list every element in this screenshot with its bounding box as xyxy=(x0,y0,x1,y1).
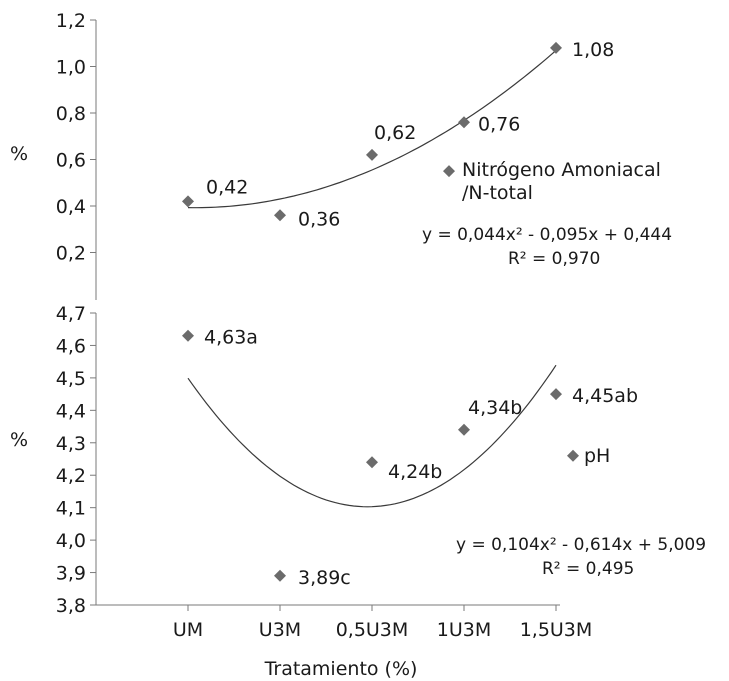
bottom-trend-equation: y = 0,104x² - 0,614x + 5,009 xyxy=(456,535,706,555)
x-category-label: 1U3M xyxy=(437,619,491,641)
bottom-panel: % 3,8 3,9 4,0 4,1 4,2 4,3 4,4 4,5 4,6 4,7 UM U3M 0,… xyxy=(10,303,706,641)
top-y-tick-label: 0,8 xyxy=(56,103,86,125)
bottom-y-tick-label: 4,1 xyxy=(56,498,86,520)
bottom-y-tick-label: 4,4 xyxy=(56,400,86,422)
top-data-label: 0,42 xyxy=(206,176,248,198)
top-data-point xyxy=(550,41,562,54)
bottom-data-label: 4,63a xyxy=(204,327,258,349)
bottom-y-tick-label: 4,7 xyxy=(56,303,86,325)
bottom-y-tick-label: 3,8 xyxy=(56,595,86,617)
bottom-data-point xyxy=(274,569,286,582)
top-y-tick-label: 1,2 xyxy=(56,10,86,32)
bottom-legend-marker xyxy=(567,449,579,462)
top-legend-marker xyxy=(443,165,455,178)
bottom-data-label: 4,34b xyxy=(468,397,522,419)
bottom-y-tick-label: 3,9 xyxy=(56,563,86,585)
x-ticks: UM U3M 0,5U3M 1U3M 1,5U3M xyxy=(173,605,592,641)
top-data-label: 0,36 xyxy=(298,208,340,230)
bottom-data-point xyxy=(182,329,194,342)
bottom-y-tick-label: 4,3 xyxy=(56,433,86,455)
bottom-trendline-group xyxy=(187,364,557,508)
x-category-label: U3M xyxy=(259,619,301,641)
top-data-point xyxy=(366,148,378,161)
top-y-unit-label: % xyxy=(10,143,28,165)
bottom-points: 4,63a 3,89c 4,24b 4,34b 4,45ab xyxy=(182,327,638,589)
top-points: 0,42 0,36 0,62 0,76 1,08 xyxy=(182,39,614,230)
top-y-tick-label: 0,2 xyxy=(56,243,86,265)
top-data-point xyxy=(274,209,286,222)
x-category-label: 0,5U3M xyxy=(336,619,409,641)
bottom-data-label: 3,89c xyxy=(298,567,351,589)
bottom-y-unit-label: % xyxy=(10,429,28,451)
bottom-y-ticks: 3,8 3,9 4,0 4,1 4,2 4,3 4,4 4,5 4,6 4,7 xyxy=(56,303,96,617)
top-y-tick-label: 0,6 xyxy=(56,150,86,172)
x-axis-title: Tratamiento (%) xyxy=(264,658,418,680)
bottom-data-point xyxy=(550,388,562,401)
top-legend-line-1: Nitrógeno Amoniacal xyxy=(462,159,661,181)
top-trendline xyxy=(187,50,557,209)
bottom-y-tick-label: 4,6 xyxy=(56,335,86,357)
bottom-data-label: 4,24b xyxy=(388,461,442,483)
bottom-y-tick-label: 4,0 xyxy=(56,530,86,552)
top-trend-equation: y = 0,044x² - 0,095x + 0,444 xyxy=(422,225,672,245)
bottom-data-label: 4,45ab xyxy=(572,385,638,407)
top-panel: % 0,2 0,4 0,6 0,8 1,0 1,2 0,42 0,36 0,62 0,76 1,0… xyxy=(10,10,672,300)
top-data-label: 0,76 xyxy=(478,113,520,135)
x-category-label: UM xyxy=(173,619,203,641)
top-data-label: 0,62 xyxy=(374,122,416,144)
top-y-ticks: 0,2 0,4 0,6 0,8 1,0 1,2 xyxy=(56,10,96,265)
top-legend-line-2: /N-total xyxy=(462,182,533,204)
x-category-label: 1,5U3M xyxy=(520,619,593,641)
top-data-point xyxy=(458,116,470,129)
top-y-tick-label: 1,0 xyxy=(56,57,86,79)
top-trendline-group xyxy=(187,50,557,209)
bottom-data-point xyxy=(458,423,470,436)
top-trend-r2: R² = 0,970 xyxy=(508,249,600,269)
top-data-label: 1,08 xyxy=(572,39,614,61)
bottom-y-tick-label: 4,2 xyxy=(56,465,86,487)
bottom-trend-r2: R² = 0,495 xyxy=(542,559,634,579)
top-data-point xyxy=(182,195,194,208)
bottom-y-tick-label: 4,5 xyxy=(56,368,86,390)
bottom-data-point xyxy=(366,456,378,469)
top-y-tick-label: 0,4 xyxy=(56,196,86,218)
bottom-legend-label: pH xyxy=(584,445,610,467)
bottom-trendline xyxy=(187,364,557,508)
